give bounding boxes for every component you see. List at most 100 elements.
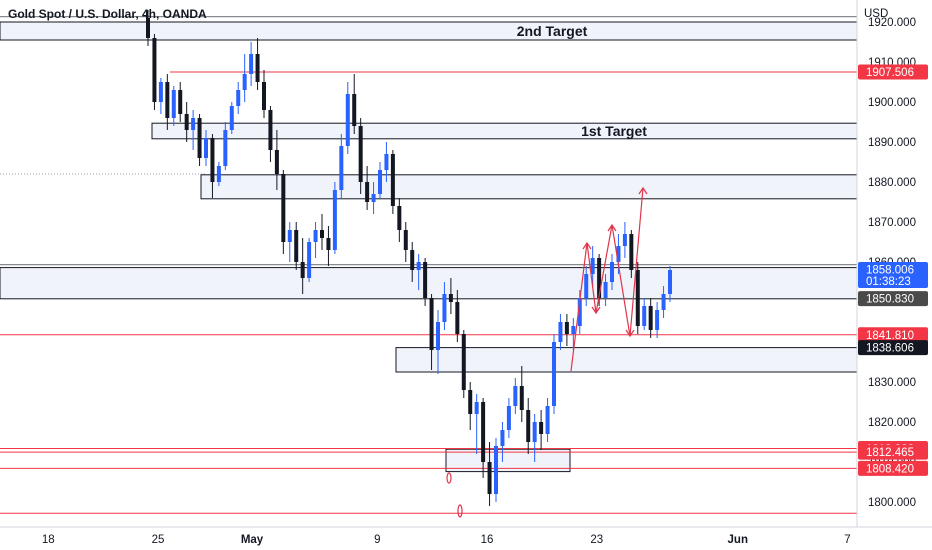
candle[interactable] [648,298,653,338]
candle[interactable] [494,438,498,502]
candle-body [448,294,453,302]
candle-body [532,422,537,442]
candle[interactable] [513,378,518,414]
candle[interactable] [448,278,453,314]
candle[interactable] [610,254,614,290]
candle[interactable] [191,110,196,150]
candle[interactable] [326,226,331,266]
candle[interactable] [468,382,473,430]
candle[interactable] [197,114,202,166]
candle[interactable] [668,266,672,302]
candle[interactable] [152,34,157,110]
candle[interactable] [481,398,486,478]
candle[interactable] [371,182,376,214]
candle[interactable] [332,182,337,254]
candle[interactable] [403,222,408,262]
candle[interactable] [165,74,170,130]
candle[interactable] [474,394,479,454]
candle[interactable] [223,122,228,170]
candle[interactable] [255,38,260,90]
candle[interactable] [249,42,254,86]
candle[interactable] [564,314,569,346]
candle[interactable] [635,262,640,334]
zone-box [395,347,858,373]
candle[interactable] [184,102,189,142]
candle[interactable] [661,286,666,318]
price-tag: 1907.506 [858,64,928,80]
candles-layer[interactable] [146,10,672,506]
candle[interactable] [158,78,163,114]
candle[interactable] [442,282,447,330]
candle[interactable] [455,290,460,342]
candle[interactable] [539,410,544,450]
candle[interactable] [622,222,627,258]
candle[interactable] [216,162,221,186]
candle-body [661,294,666,310]
time-axis[interactable]: 18 25 May 9 16 23 Jun 7 [0,526,932,546]
price-tag-bg [858,444,928,460]
candle[interactable] [500,422,505,462]
candle[interactable] [603,274,608,306]
candle[interactable] [339,134,344,198]
candle[interactable] [171,86,176,126]
candle[interactable] [532,414,537,462]
candle[interactable] [642,298,647,330]
candle[interactable] [590,246,595,286]
candle[interactable] [655,302,660,338]
candle[interactable] [545,398,550,442]
candle-body [307,242,312,278]
candle-body [268,110,273,150]
candle[interactable] [320,214,324,250]
candle[interactable] [571,318,576,350]
arrowhead [607,223,617,232]
candle[interactable] [506,398,511,438]
candle[interactable] [552,334,556,414]
candle[interactable] [352,74,357,134]
candle[interactable] [274,130,279,190]
candle[interactable] [416,254,421,290]
candle[interactable] [436,310,440,374]
candle[interactable] [461,330,466,398]
candle-body [468,390,473,414]
candle[interactable] [378,162,382,198]
x-tick-label: 25 [152,534,165,546]
candle[interactable] [358,118,363,194]
candle[interactable] [210,134,215,198]
candle[interactable] [390,150,395,214]
candle[interactable] [204,130,208,166]
candle[interactable] [313,222,318,258]
candle[interactable] [287,222,292,262]
candle[interactable] [262,70,266,118]
candle[interactable] [365,166,370,210]
candle[interactable] [345,82,350,154]
candle[interactable] [558,314,563,350]
candle[interactable] [229,102,234,134]
price-tag-value: 1812.465 [866,447,914,459]
candle[interactable] [178,82,183,122]
candle[interactable] [294,222,299,270]
candle-body [384,154,389,170]
candle[interactable] [236,82,241,114]
candle[interactable] [584,266,589,306]
candle[interactable] [423,258,428,306]
x-tick-label: 9 [374,534,380,546]
candle[interactable] [519,366,524,422]
price-tag: 1812.465 [858,444,928,460]
candle[interactable] [242,54,247,102]
candle[interactable] [384,142,389,182]
candle[interactable] [410,242,415,282]
candle[interactable] [397,198,402,242]
candle[interactable] [526,398,531,454]
candle[interactable] [281,170,286,254]
candle-body [365,182,370,202]
candle[interactable] [307,238,312,282]
candle-body [204,138,208,158]
candle[interactable] [629,230,634,278]
candle[interactable] [146,10,150,46]
candle[interactable] [300,238,305,294]
candle[interactable] [487,442,492,506]
candle[interactable] [429,294,434,370]
candle[interactable] [268,106,273,162]
